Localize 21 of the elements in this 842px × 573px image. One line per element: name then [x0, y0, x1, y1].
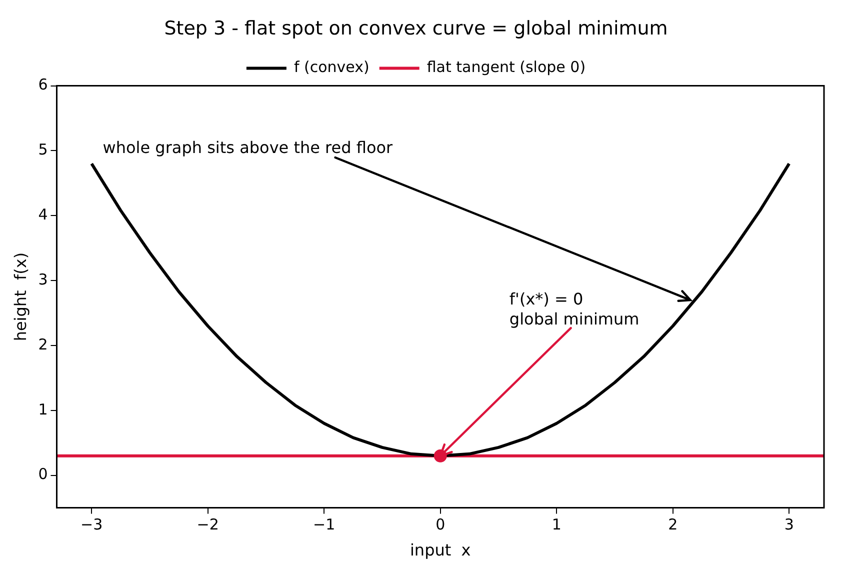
annotation: f'(x*) = 0 global minimum [509, 290, 640, 329]
chart-title: Step 3 - flat spot on convex curve = global minimum [164, 17, 668, 40]
x-tick-label: 1 [552, 516, 562, 534]
legend-label: flat tangent (slope 0) [426, 58, 586, 76]
annotation: whole graph sits above the red floor [102, 138, 394, 157]
x-tick-label: −2 [196, 516, 219, 534]
x-tick-label: 2 [668, 516, 678, 534]
y-tick-label: 5 [38, 140, 48, 159]
x-tick-label: 3 [784, 516, 794, 534]
y-axis-title: height f(x) [10, 252, 30, 342]
y-tick-label: 0 [38, 465, 48, 484]
y-tick-label: 1 [38, 400, 48, 418]
y-tick-label: 4 [38, 206, 48, 224]
x-tick-label: −3 [80, 516, 103, 534]
x-axis-title: input x [410, 540, 471, 560]
y-tick-label: 3 [38, 270, 48, 288]
x-tick-label: 0 [436, 516, 446, 534]
x-tick-label: −1 [313, 516, 336, 534]
legend-label: f (convex) [294, 58, 370, 76]
y-tick-label: 6 [38, 76, 48, 94]
y-tick-label: 2 [38, 335, 48, 354]
